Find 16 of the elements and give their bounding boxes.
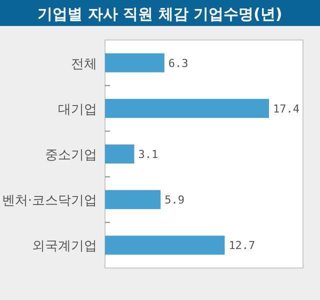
y-tick-label: 전체 (71, 56, 97, 72)
data-label: 6.3 (168, 56, 188, 70)
bar (105, 144, 134, 164)
y-tick-label: 대기업 (58, 102, 97, 118)
data-label: 12.7 (228, 239, 256, 252)
y-tick-label: 벤처·코스닥기업 (2, 194, 97, 209)
bar (105, 98, 269, 118)
y-tick-label: 외국계기업 (32, 239, 97, 254)
data-label: 5.9 (164, 194, 184, 207)
bar (105, 236, 225, 255)
bar (105, 53, 164, 72)
bar (105, 190, 161, 210)
data-label: 3.1 (138, 148, 158, 161)
chart-title: 기업별 자사 직원 체감 기업수명(년) (38, 5, 282, 23)
y-tick-label: 중소기업 (45, 148, 97, 163)
data-label: 17.4 (273, 102, 300, 116)
